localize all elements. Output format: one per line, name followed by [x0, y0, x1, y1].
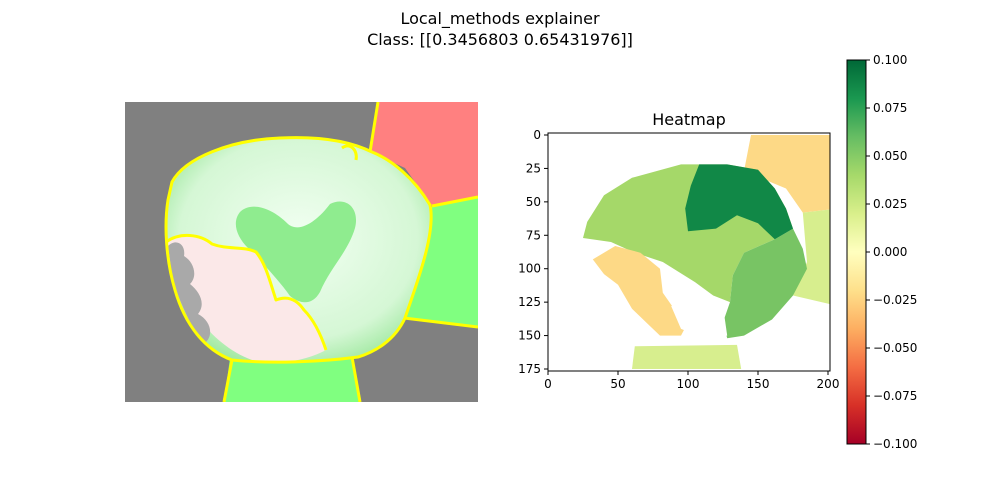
- heatmap-empty-region: [671, 292, 728, 339]
- colorbar-tick-label: −0.050: [873, 341, 917, 355]
- heatmap-frame: [547, 132, 831, 372]
- overlay-right-region: [404, 197, 478, 327]
- x-tick-label: 200: [817, 377, 840, 391]
- colorbar-tick-label: −0.025: [873, 293, 917, 307]
- colorbar-tick-label: 0.100: [873, 53, 907, 67]
- overlay-image-panel: [125, 102, 478, 402]
- heatmap-segment-lower-left: [592, 246, 688, 336]
- y-tick-label: 0: [533, 128, 541, 142]
- heatmap-x-axis: 0 50 100 150 200: [544, 371, 839, 391]
- y-tick-label: 25: [526, 161, 541, 175]
- colorbar-ticks: 0.100 0.075 0.050 0.025 0.000 −0.025 −0.050 −0.…: [866, 53, 917, 451]
- y-tick-label: 175: [518, 362, 541, 376]
- heatmap-segment-upper-right: [744, 135, 830, 213]
- heatmap-segment-bottom: [632, 344, 742, 369]
- heatmap-segment-right-brain: [723, 228, 807, 339]
- colorbar-tick-label: −0.075: [873, 389, 917, 403]
- colorbar-gradient: [847, 60, 866, 444]
- colorbar-tick-label: 0.025: [873, 197, 907, 211]
- overlay-ventricles: [235, 201, 357, 303]
- colorbar-tick-label: 0.050: [873, 149, 907, 163]
- y-tick-label: 125: [518, 295, 541, 309]
- x-tick-label: 100: [677, 377, 700, 391]
- heatmap-title: Heatmap: [652, 110, 726, 129]
- heatmap-segment-right: [793, 209, 830, 305]
- colorbar-tick-label: 0.000: [873, 245, 907, 259]
- y-tick-label: 100: [518, 262, 541, 276]
- x-tick-label: 150: [747, 377, 770, 391]
- heatmap-segments: [583, 135, 830, 369]
- x-tick-label: 50: [610, 377, 625, 391]
- overlay-bottom-region: [224, 357, 360, 402]
- colorbar-tick-label: −0.100: [873, 437, 917, 451]
- heatmap-segment-top-core: [685, 164, 793, 240]
- overlay-boundaries: [164, 102, 478, 402]
- heatmap-y-axis: 0 25 50 75 100 125 150 175: [518, 128, 548, 376]
- y-tick-label: 75: [526, 228, 541, 242]
- figure-subtitle: Class: [[0.3456803 0.65431976]]: [367, 30, 633, 49]
- x-tick-label: 0: [544, 377, 552, 391]
- figure-title: Local_methods explainer: [400, 9, 600, 28]
- colorbar: 0.100 0.075 0.050 0.025 0.000 −0.025 −0.050 −0.…: [846, 53, 917, 451]
- overlay-negative-region: [370, 102, 478, 206]
- colorbar-tick-label: 0.075: [873, 101, 907, 115]
- heatmap-panel: Heatmap 0 50 100 150 200 0 25 50 75 100 125 150 175: [518, 110, 839, 391]
- overlay-lower-left-segment: [166, 235, 326, 363]
- overlay-cortex-gyri: [168, 242, 211, 342]
- y-tick-label: 50: [526, 195, 541, 209]
- y-tick-label: 150: [518, 329, 541, 343]
